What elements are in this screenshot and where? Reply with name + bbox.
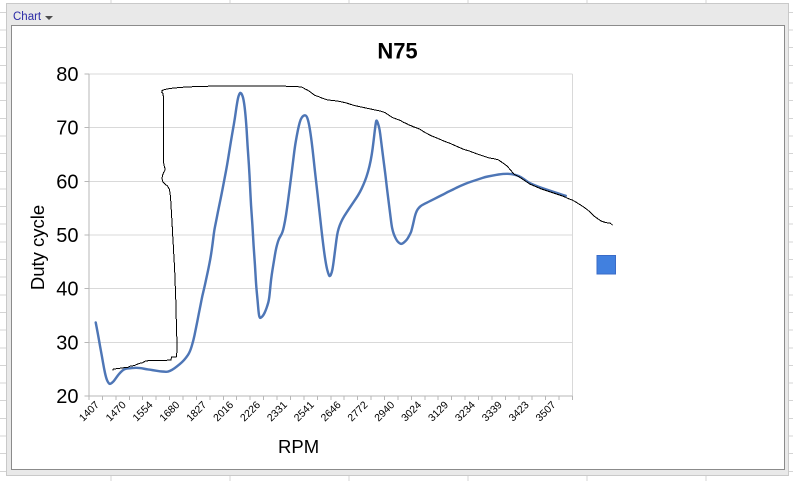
x-axis-title: RPM bbox=[278, 436, 319, 457]
y-tick-label: 70 bbox=[56, 118, 78, 140]
chevron-down-icon bbox=[45, 15, 54, 20]
x-tick-label: 3507 bbox=[533, 399, 558, 424]
x-tick-label: 3234 bbox=[453, 399, 478, 424]
chart-title: N75 bbox=[377, 39, 417, 64]
x-tick-label: 3024 bbox=[399, 399, 424, 424]
y-axis-title: Duty cycle bbox=[27, 205, 48, 290]
chart-menu-button[interactable]: Chart bbox=[13, 9, 54, 25]
y-tick-label: 40 bbox=[56, 279, 78, 301]
x-tick-label: 2226 bbox=[238, 399, 263, 424]
x-tick-label: 2331 bbox=[265, 399, 290, 424]
y-tick-label: 60 bbox=[56, 171, 78, 193]
y-tick-label: 20 bbox=[56, 386, 78, 408]
x-tick-label: 3129 bbox=[426, 399, 451, 424]
y-tick-label: 80 bbox=[56, 64, 78, 86]
chart-menu-label: Chart bbox=[13, 11, 42, 23]
x-tick-label: 2541 bbox=[292, 399, 317, 424]
series-reference-line bbox=[112, 85, 614, 371]
x-tick-label: 1827 bbox=[184, 399, 209, 424]
x-tick-label: 3423 bbox=[507, 399, 532, 424]
x-tick-label: 2940 bbox=[372, 399, 397, 424]
x-tick-label: 1554 bbox=[131, 399, 156, 424]
x-tick-label: 1680 bbox=[157, 399, 182, 424]
series-duty-cycle-line bbox=[94, 91, 568, 386]
x-tick-label: 2016 bbox=[211, 399, 236, 424]
x-tick-label: 2646 bbox=[319, 399, 344, 424]
y-tick-label: 50 bbox=[56, 225, 78, 247]
x-tick-label: 1407 bbox=[77, 399, 102, 424]
legend-marker bbox=[596, 255, 616, 275]
x-tick-label: 2772 bbox=[345, 399, 370, 424]
x-tick-label: 3339 bbox=[480, 399, 505, 424]
x-tick-label: 1470 bbox=[104, 399, 129, 424]
y-tick-label: 30 bbox=[56, 332, 78, 354]
